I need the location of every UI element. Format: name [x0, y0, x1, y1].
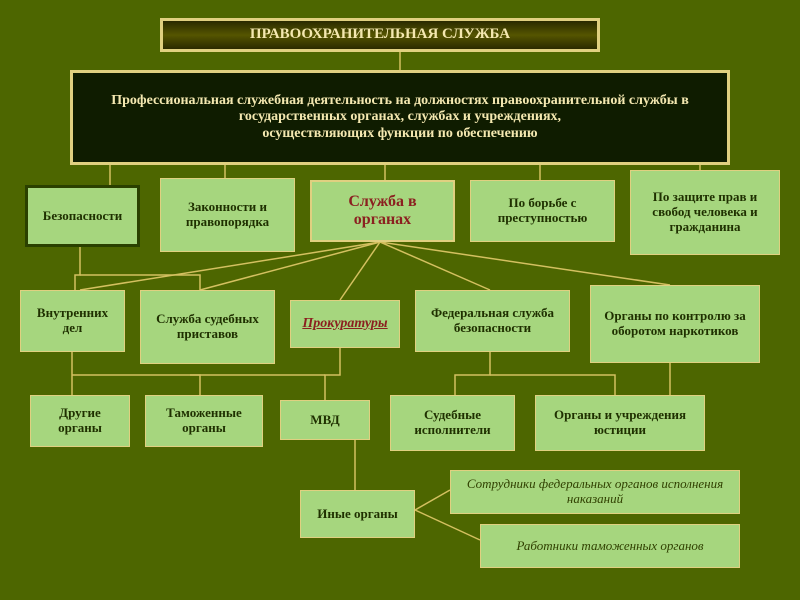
node-other-label: Другие органы [37, 406, 123, 436]
node-bailiff-label: Служба судебных приставов [147, 312, 268, 342]
title-box: ПРАВООХРАНИТЕЛЬНАЯ СЛУЖБА [160, 18, 600, 52]
node-fed_pen: Сотрудники федеральных органов исполнени… [450, 470, 740, 514]
node-court: Судебные исполнители [390, 395, 515, 451]
node-prok-label: Прокуратуры [302, 316, 387, 332]
node-safety: Безопасности [25, 185, 140, 247]
node-customs: Таможенные органы [145, 395, 263, 447]
node-law-label: Законности и правопорядка [167, 200, 288, 230]
node-customs-label: Таможенные органы [152, 406, 256, 436]
node-court-label: Судебные исполнители [397, 408, 508, 438]
definition-box-label: Профессиональная служебная деятельность … [79, 93, 721, 141]
node-crime-label: По борьбе с преступностью [477, 196, 608, 226]
node-other: Другие органы [30, 395, 130, 447]
node-crime: По борьбе с преступностью [470, 180, 615, 242]
node-fsb: Федеральная служба безопасности [415, 290, 570, 352]
node-service: Служба в органах [310, 180, 455, 242]
definition-box: Профессиональная служебная деятельность … [70, 70, 730, 165]
node-tamozh: Работники таможенных органов [480, 524, 740, 568]
node-fed_pen-label: Сотрудники федеральных органов исполнени… [457, 477, 733, 507]
node-mvd: Внутренних дел [20, 290, 125, 352]
node-mvd-label: Внутренних дел [27, 306, 118, 336]
node-inye-label: Иные органы [317, 507, 398, 522]
diagram-canvas: ПРАВООХРАНИТЕЛЬНАЯ СЛУЖБА Профессиональна… [0, 0, 800, 600]
node-bailiff: Служба судебных приставов [140, 290, 275, 364]
node-justice: Органы и учреждения юстиции [535, 395, 705, 451]
node-fsb-label: Федеральная служба безопасности [422, 306, 563, 336]
node-tamozh-label: Работники таможенных органов [516, 539, 703, 554]
node-law: Законности и правопорядка [160, 178, 295, 252]
node-rights-label: По защите прав и свобод человека и гражд… [637, 190, 773, 235]
node-justice-label: Органы и учреждения юстиции [542, 408, 698, 438]
node-mvd2: МВД [280, 400, 370, 440]
node-service-label: Служба в органах [318, 193, 447, 230]
node-narc: Органы по контролю за оборотом наркотико… [590, 285, 760, 363]
node-narc-label: Органы по контролю за оборотом наркотико… [597, 309, 753, 339]
node-inye: Иные органы [300, 490, 415, 538]
node-safety-label: Безопасности [43, 209, 122, 224]
node-rights: По защите прав и свобод человека и гражд… [630, 170, 780, 255]
node-mvd2-label: МВД [310, 413, 339, 428]
title-box-label: ПРАВООХРАНИТЕЛЬНАЯ СЛУЖБА [250, 26, 510, 43]
node-prok: Прокуратуры [290, 300, 400, 348]
